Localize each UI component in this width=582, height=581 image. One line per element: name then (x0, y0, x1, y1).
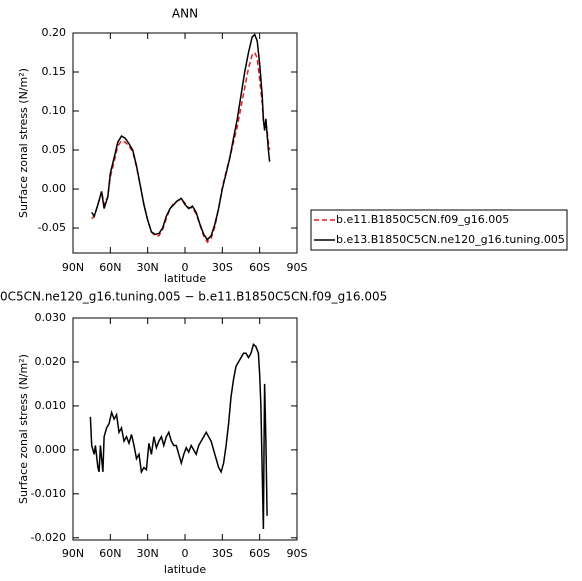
x-tick-label: 90N (62, 547, 84, 560)
y-tick-label: 0.10 (42, 104, 67, 117)
y-axis-label: Surface zonal stress (N/m²) (17, 354, 30, 504)
data-line (89, 343, 268, 530)
y-tick-label: -0.010 (31, 487, 66, 500)
x-tick-label: 30N (137, 261, 159, 274)
y-tick-label: 0.00 (42, 182, 67, 195)
x-tick-label: 30S (212, 261, 233, 274)
x-tick-label: 30S (212, 547, 233, 560)
y-tick-label: 0.000 (35, 443, 67, 456)
x-tick-label: 30N (137, 547, 159, 560)
y-tick-label: 0.010 (35, 399, 67, 412)
y-tick-label: 0.030 (35, 311, 67, 324)
x-tick-label: 90S (287, 261, 308, 274)
y-tick-label: 0.020 (35, 355, 67, 368)
x-tick-label: 90N (62, 261, 84, 274)
plot-frame (72, 32, 298, 254)
x-tick-label: 60N (99, 261, 121, 274)
x-tick-label: 60N (99, 547, 121, 560)
y-tick-label: -0.05 (38, 221, 66, 234)
y-tick-label: 0.15 (42, 65, 67, 78)
x-tick-label: 60S (249, 261, 270, 274)
y-tick-label: -0.020 (31, 531, 66, 544)
x-axis-label: latitude (164, 563, 206, 576)
chart-title: 0C5CN.ne120_g16.tuning.005 − b.e11.B1850… (0, 290, 387, 304)
legend-box (310, 209, 568, 251)
x-axis-label: latitude (164, 272, 206, 285)
x-tick-label: 60S (249, 547, 270, 560)
x-tick-label: 0 (182, 547, 189, 560)
x-tick-label: 0 (182, 261, 189, 274)
y-tick-label: 0.20 (42, 26, 67, 39)
x-tick-label: 90S (287, 547, 308, 560)
legend-label: b.e11.B1850C5CN.f09_g16.005 (336, 213, 509, 226)
y-axis-label: Surface zonal stress (N/m²) (17, 68, 30, 218)
data-line (91, 33, 271, 241)
chart-title: ANN (172, 7, 198, 21)
y-tick-label: 0.05 (42, 143, 67, 156)
legend-label: b.e13.B1850C5CN.ne120_g16.tuning.005 (336, 233, 565, 246)
